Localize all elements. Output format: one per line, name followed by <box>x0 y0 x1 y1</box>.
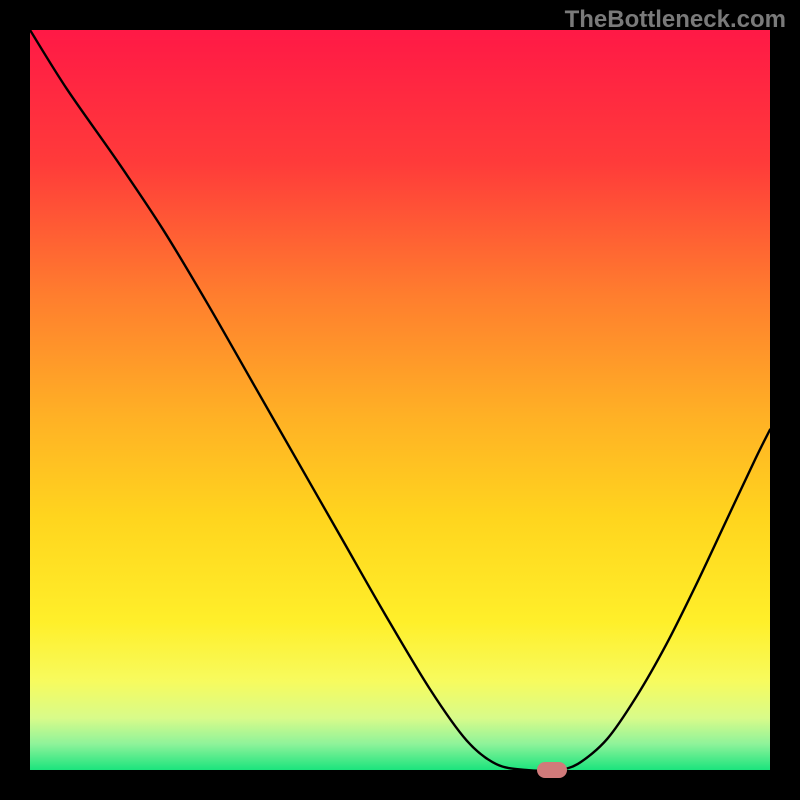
watermark-label: TheBottleneck.com <box>565 6 786 34</box>
bottleneck-curve-chart <box>30 30 770 770</box>
chart-stage: TheBottleneck.com <box>0 0 800 800</box>
marker-pill <box>537 762 567 778</box>
optimal-point-marker <box>537 762 567 778</box>
